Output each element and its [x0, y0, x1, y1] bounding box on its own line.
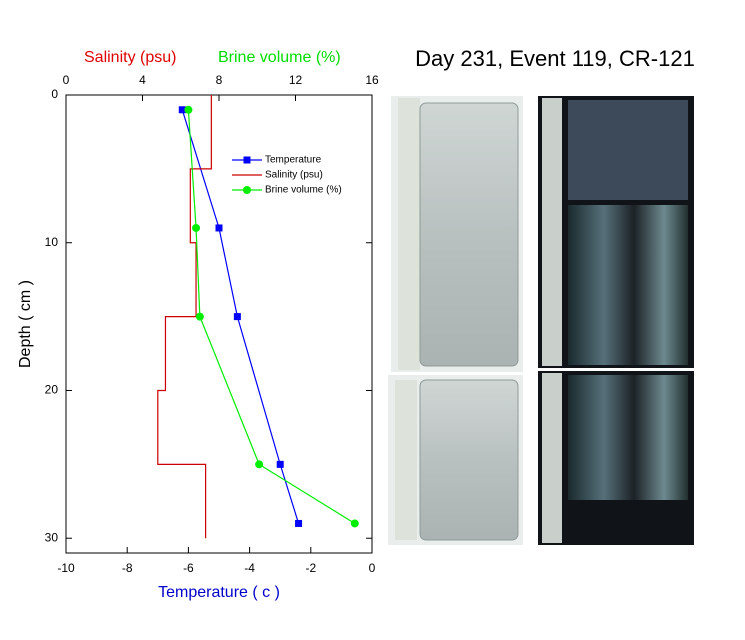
point: [195, 312, 204, 321]
x-axis-label: Temperature ( c ): [158, 584, 280, 601]
legend-label: Temperature: [265, 155, 322, 166]
y-tick-label: 20: [45, 383, 59, 397]
plot-frame: [65, 94, 373, 554]
x2-tick-label: 0: [63, 73, 70, 87]
y-tick-label: 0: [51, 87, 58, 101]
legend-label: Salinity (psu): [265, 170, 323, 181]
profile-line: [157, 95, 212, 539]
point: [255, 460, 264, 469]
top-axis-label: Salinity (psu): [84, 49, 176, 66]
core-photos: [388, 96, 694, 545]
x-tick-label: -4: [244, 561, 255, 575]
x2-tick-label: 8: [216, 73, 223, 87]
y-tick-label: 10: [45, 235, 59, 249]
point: [233, 313, 241, 321]
x-tick-label: -10: [57, 561, 75, 575]
x-tick-label: -6: [183, 561, 194, 575]
top-axis-label: Brine volume (%): [218, 49, 341, 66]
x2-tick-label: 16: [365, 73, 379, 87]
point: [215, 224, 223, 232]
y-tick-label: 30: [45, 530, 59, 544]
x-tick-label: -2: [305, 561, 316, 575]
point: [276, 460, 284, 468]
legend-marker: [243, 186, 251, 194]
point: [350, 519, 359, 528]
point: [178, 106, 186, 114]
legend-marker: [243, 156, 251, 164]
x-tick-label: -8: [122, 561, 133, 575]
point: [192, 223, 201, 232]
x-tick-label: 0: [369, 561, 376, 575]
point: [184, 105, 193, 114]
x2-tick-label: 12: [289, 73, 303, 87]
legend-label: Brine volume (%): [265, 185, 342, 196]
point: [295, 519, 303, 527]
x2-tick-label: 4: [139, 73, 146, 87]
y-axis-label: Depth ( cm ): [17, 280, 34, 368]
title: Day 231, Event 119, CR-121: [415, 46, 695, 71]
